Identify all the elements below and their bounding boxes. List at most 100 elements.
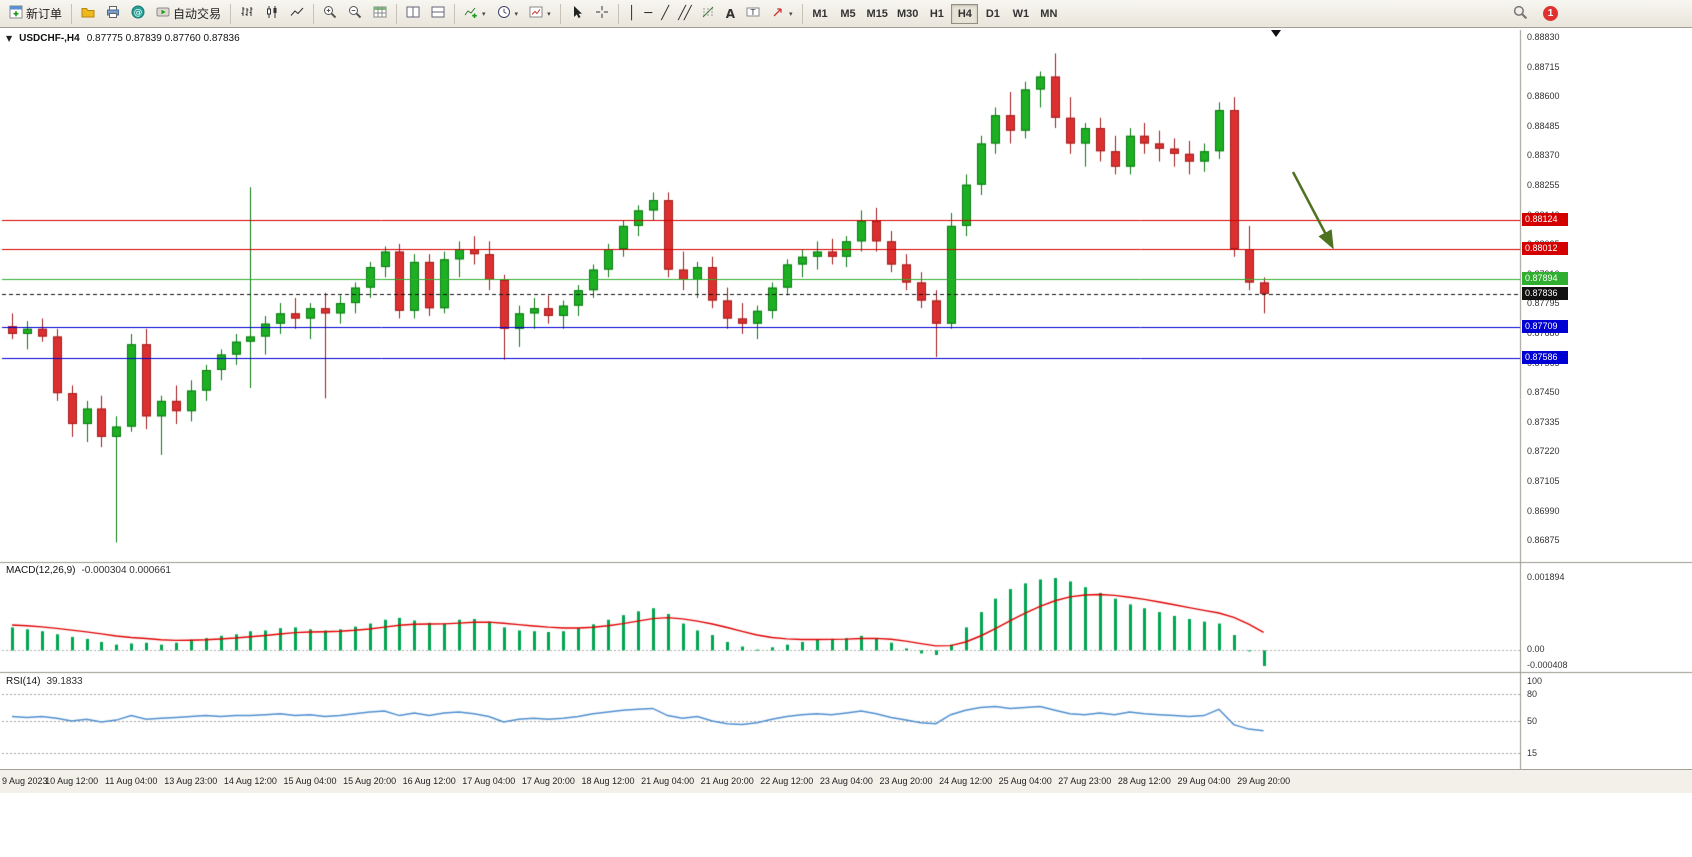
timeframe-button-D1[interactable]: D1	[979, 4, 1006, 24]
separator	[559, 3, 561, 24]
timeframe-button-M30[interactable]: M30	[893, 4, 922, 24]
horizontal-line-button[interactable]: ─	[639, 2, 655, 26]
price-scale[interactable]	[1521, 28, 1692, 769]
grid-button[interactable]	[368, 2, 392, 26]
time-axis-label: 9 Aug 2023	[2, 776, 48, 786]
macd-values: -0.000304 0.000661	[81, 565, 171, 576]
indicators-icon	[464, 5, 478, 22]
separator	[454, 3, 456, 24]
time-axis-label: 17 Aug 04:00	[462, 776, 516, 786]
time-axis-label: 11 Aug 04:00	[104, 776, 158, 786]
candlestick-chart-icon	[265, 5, 279, 22]
candlestick-chart-button[interactable]	[260, 2, 284, 26]
autotrading-button[interactable]: 自动交易	[151, 2, 226, 26]
print-icon	[106, 5, 120, 22]
crosshair-button[interactable]	[590, 2, 614, 26]
timeframe-button-W1[interactable]: W1	[1007, 4, 1034, 24]
tile-windows-icon	[406, 5, 420, 22]
timeframe-button-MN[interactable]: MN	[1035, 4, 1062, 24]
svg-text:T: T	[750, 8, 756, 17]
toolbar: 新订单 @ 自动交易 ▾ ▾ ▾ │ ─ ╱ ╱╱ A T ▾ M1 M5 M15 M…	[0, 0, 1692, 28]
chart-ohlc-values: 0.87775 0.87839 0.87760 0.87836	[86, 33, 240, 44]
time-axis-label: 15 Aug 04:00	[283, 776, 337, 786]
timeframe-button-H1[interactable]: H1	[923, 4, 950, 24]
dropdown-icon: ▾	[547, 9, 551, 18]
autotrading-label: 自动交易	[173, 7, 222, 21]
line-chart-button[interactable]	[285, 2, 309, 26]
text-button[interactable]: A	[721, 2, 740, 26]
channel-icon: ╱╱	[678, 5, 692, 21]
zoom-in-icon	[323, 5, 337, 22]
dropdown-icon: ▾	[482, 9, 486, 18]
time-axis-label: 29 Aug 20:00	[1237, 776, 1291, 786]
dropdown-icon: ▾	[514, 9, 519, 18]
fibonacci-button[interactable]	[696, 2, 720, 26]
timeframe-group: M1 M5 M15 M30 H1 H4 D1 W1 MN	[807, 3, 1063, 24]
time-axis-label: 13 Aug 23:00	[164, 776, 218, 786]
down-arrow-annotation[interactable]	[1280, 160, 1350, 260]
vertical-line-button[interactable]: │	[623, 2, 639, 26]
separator	[71, 3, 73, 24]
templates-icon	[529, 5, 543, 22]
timeframe-button-M15[interactable]: M15	[863, 4, 892, 24]
fibonacci-icon	[701, 5, 715, 22]
trendline-icon: ╱	[661, 5, 669, 21]
search-icon	[1513, 5, 1528, 23]
timeframe-button-H4[interactable]: H4	[951, 3, 979, 24]
community-button[interactable]: @	[126, 2, 150, 26]
symbol-caret-icon[interactable]: ▼	[6, 34, 13, 43]
new-order-label: 新订单	[26, 7, 63, 21]
dropdown-icon: ▾	[789, 9, 793, 18]
label-icon: T	[746, 5, 760, 22]
periods-button[interactable]: ▾	[492, 2, 524, 26]
chart-shift-marker[interactable]	[1271, 30, 1281, 37]
tile-windows-button[interactable]	[401, 2, 425, 26]
time-axis-label: 15 Aug 20:00	[343, 776, 397, 786]
autotrading-icon	[156, 5, 170, 22]
new-order-button[interactable]: 新订单	[4, 2, 67, 26]
crosshair-icon	[595, 5, 609, 22]
macd-label: MACD(12,26,9) -0.000304 0.000661	[6, 565, 171, 576]
separator	[230, 3, 232, 24]
grid-icon	[373, 5, 387, 22]
templates-button[interactable]: ▾	[524, 2, 556, 26]
cursor-button[interactable]	[565, 2, 589, 26]
chart-header: ▼ USDCHF-,H4 0.87775 0.87839 0.87760 0.8…	[6, 33, 240, 44]
favorites-button[interactable]	[76, 2, 100, 26]
print-button[interactable]	[101, 2, 125, 26]
time-axis-label: 21 Aug 04:00	[641, 776, 695, 786]
timeframe-button-M1[interactable]: M1	[807, 4, 834, 24]
time-axis-label: 27 Aug 23:00	[1058, 776, 1112, 786]
tile-horizontal-icon	[431, 5, 445, 22]
line-chart-icon	[290, 5, 304, 22]
chart-symbol-period: USDCHF-,H4	[19, 33, 80, 44]
separator	[617, 3, 619, 24]
macd-name: MACD(12,26,9)	[6, 565, 76, 576]
bar-chart-button[interactable]	[235, 2, 259, 26]
notification-badge[interactable]: 1	[1543, 6, 1558, 21]
time-axis-label: 23 Aug 04:00	[819, 776, 873, 786]
zoom-in-button[interactable]	[318, 2, 342, 26]
label-button[interactable]: T	[741, 2, 765, 26]
zoom-out-icon	[348, 5, 362, 22]
text-icon: A	[725, 6, 736, 21]
tile-horizontal-button[interactable]	[426, 2, 450, 26]
timeframe-button-M5[interactable]: M5	[835, 4, 862, 24]
trendline-button[interactable]: ╱	[656, 2, 672, 26]
zoom-out-button[interactable]	[343, 2, 367, 26]
clock-icon	[497, 5, 511, 22]
time-axis-label: 25 Aug 04:00	[998, 776, 1052, 786]
arrows-button[interactable]: ▾	[766, 2, 798, 26]
time-axis-label: 17 Aug 20:00	[521, 776, 575, 786]
new-order-icon	[9, 5, 23, 22]
time-axis-label: 18 Aug 12:00	[581, 776, 635, 786]
time-axis-label: 22 Aug 12:00	[760, 776, 814, 786]
indicators-button[interactable]: ▾	[459, 2, 491, 26]
channel-button[interactable]: ╱╱	[673, 2, 695, 26]
time-axis[interactable]: 9 Aug 2023 10 Aug 12:00 11 Aug 04:00 13 Aug…	[0, 769, 1692, 793]
time-axis-label: 23 Aug 20:00	[879, 776, 933, 786]
search-button[interactable]	[1508, 2, 1533, 26]
chart-canvas[interactable]	[0, 28, 1692, 769]
svg-text:@: @	[134, 8, 143, 18]
